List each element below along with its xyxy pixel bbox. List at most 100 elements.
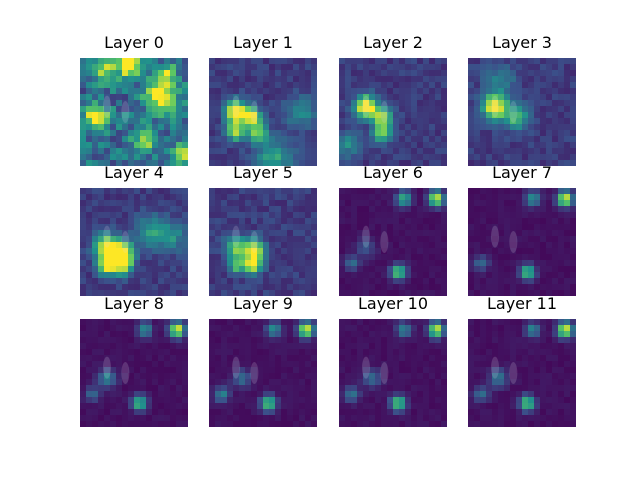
heatmap-cell	[480, 154, 487, 161]
heatmap-cell	[393, 118, 400, 125]
heatmap-cell	[387, 112, 394, 119]
heatmap-cell	[516, 124, 523, 131]
heatmap-cell	[339, 142, 346, 149]
heatmap-cell	[215, 142, 222, 149]
heatmap-cell	[387, 397, 394, 404]
heatmap-cell	[311, 415, 317, 422]
heatmap-cell	[269, 403, 276, 410]
heatmap-cell	[399, 385, 406, 392]
heatmap-cell	[570, 355, 576, 362]
heatmap-cell	[122, 319, 129, 326]
heatmap-cell	[128, 82, 135, 89]
heatmap-cell	[516, 188, 523, 195]
heatmap-cell	[134, 212, 141, 219]
heatmap-cell	[516, 206, 523, 213]
heatmap-cell	[546, 385, 553, 392]
heatmap-image	[468, 188, 576, 296]
heatmap-cell	[158, 260, 165, 267]
heatmap-cell	[546, 409, 553, 416]
heatmap-cell	[534, 218, 541, 225]
heatmap-cell	[516, 130, 523, 137]
heatmap-cell	[405, 284, 412, 291]
heatmap-cell	[239, 106, 246, 113]
scene-figure-silhouette	[380, 101, 389, 123]
heatmap-cell	[140, 124, 147, 131]
heatmap-cell	[305, 397, 312, 404]
heatmap-cell	[227, 154, 234, 161]
heatmap-cell	[110, 337, 117, 344]
heatmap-cell	[558, 136, 565, 143]
heatmap-cell	[227, 70, 234, 77]
heatmap-cell	[381, 94, 388, 101]
heatmap-cell	[504, 70, 511, 77]
heatmap-cell	[468, 212, 475, 219]
heatmap-cell	[182, 409, 188, 416]
heatmap-cell	[251, 290, 258, 296]
heatmap-cell	[110, 94, 117, 101]
heatmap-cell	[92, 58, 99, 65]
heatmap-cell	[417, 124, 424, 131]
heatmap-cell	[546, 325, 553, 332]
heatmap-cell	[435, 160, 442, 166]
heatmap-cell	[110, 218, 117, 225]
heatmap-cell	[281, 266, 288, 273]
scene-figure-silhouette	[232, 95, 240, 118]
heatmap-cell	[239, 130, 246, 137]
heatmap-cell	[257, 230, 264, 237]
heatmap-cell	[570, 230, 576, 237]
scene-figure-silhouette	[250, 231, 259, 253]
heatmap-cell	[170, 160, 177, 166]
heatmap-cell	[311, 142, 317, 149]
heatmap-cell	[239, 355, 246, 362]
heatmap-cell	[164, 200, 171, 207]
heatmap-cell	[423, 206, 430, 213]
heatmap-cell	[128, 160, 135, 166]
heatmap-cell	[176, 82, 183, 89]
heatmap-cell	[311, 397, 317, 404]
heatmap-cell	[257, 373, 264, 380]
heatmap-cell	[146, 361, 153, 368]
heatmap-cell	[363, 82, 370, 89]
heatmap-cell	[92, 260, 99, 267]
heatmap-cell	[293, 254, 300, 261]
heatmap-cell	[357, 397, 364, 404]
heatmap-cell	[522, 397, 529, 404]
heatmap-cell	[221, 136, 228, 143]
heatmap-cell	[510, 319, 517, 326]
heatmap-cell	[140, 212, 147, 219]
heatmap-cell	[468, 236, 475, 243]
heatmap-cell	[152, 397, 159, 404]
heatmap-cell	[552, 136, 559, 143]
heatmap-cell	[122, 290, 129, 296]
heatmap-cell	[164, 242, 171, 249]
heatmap-cell	[441, 76, 447, 83]
heatmap-cell	[480, 82, 487, 89]
heatmap-cell	[251, 136, 258, 143]
heatmap-cell	[251, 224, 258, 231]
heatmap-cell	[381, 76, 388, 83]
heatmap-cell	[239, 343, 246, 350]
heatmap-cell	[411, 236, 418, 243]
heatmap-cell	[152, 230, 159, 237]
heatmap-cell	[122, 218, 129, 225]
heatmap-cell	[369, 391, 376, 398]
heatmap-cell	[357, 82, 364, 89]
heatmap-cell	[305, 272, 312, 279]
heatmap-cell	[170, 148, 177, 155]
heatmap-cell	[516, 409, 523, 416]
heatmap-cell	[558, 236, 565, 243]
heatmap-cell	[417, 349, 424, 356]
heatmap-cell	[387, 88, 394, 95]
heatmap-cell	[540, 349, 547, 356]
heatmap-cell	[128, 112, 135, 119]
heatmap-cell	[158, 188, 165, 195]
heatmap-cell	[104, 260, 111, 267]
heatmap-cell	[486, 385, 493, 392]
heatmap-cell	[504, 337, 511, 344]
heatmap-cell	[570, 88, 576, 95]
heatmap-cell	[474, 284, 481, 291]
heatmap-cell	[275, 290, 282, 296]
heatmap-cell	[269, 148, 276, 155]
heatmap-cell	[233, 124, 240, 131]
heatmap-cell	[176, 136, 183, 143]
